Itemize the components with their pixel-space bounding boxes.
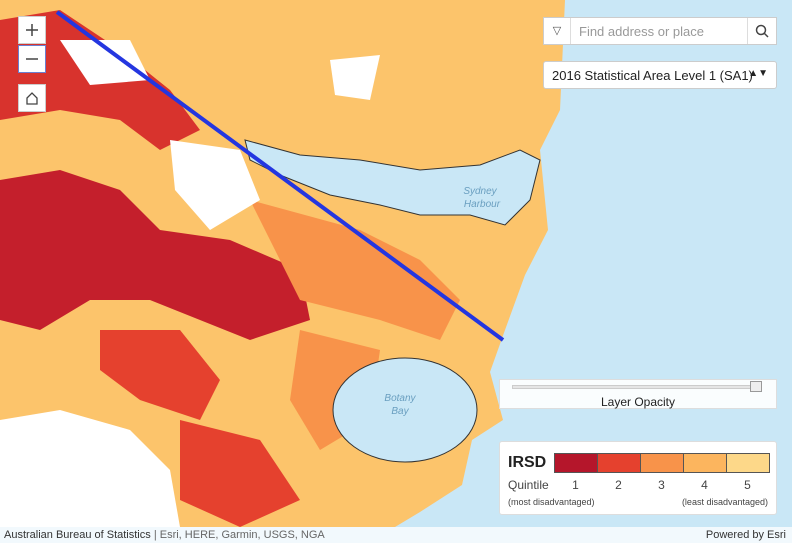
minus-icon — [26, 58, 38, 60]
opacity-track[interactable] — [512, 385, 762, 389]
orange-region — [180, 420, 300, 527]
legend: IRSD Quintile 1 2 3 4 5 (most disadvantaged)… — [499, 441, 777, 515]
search-button[interactable] — [747, 18, 776, 44]
legend-class-label: 5 — [744, 478, 751, 492]
legend-labels: 1 2 3 4 5 — [554, 478, 769, 492]
zoom-in[interactable] — [18, 16, 46, 44]
search-source-toggle[interactable]: ▽ — [544, 18, 571, 44]
map-label: Bay — [391, 406, 409, 417]
harbour — [244, 139, 541, 226]
map-label: Sydney — [463, 186, 497, 197]
legend-swatch — [598, 454, 641, 472]
legend-swatch — [641, 454, 684, 472]
legend-class-label: 3 — [658, 478, 665, 492]
attribution-source: Australian Bureau of Statistics — [4, 529, 151, 541]
search-box[interactable]: ▽ Find address or place — [543, 17, 777, 45]
legend-swatch — [727, 454, 769, 472]
legend-swatches — [554, 453, 770, 473]
attribution-bar: Australian Bureau of Statistics | Esri, … — [0, 527, 792, 543]
botany-bay — [332, 357, 478, 463]
home-icon — [26, 92, 38, 105]
orange-region — [250, 200, 460, 340]
legend-swatch — [555, 454, 598, 472]
legend-class-label: 2 — [615, 478, 622, 492]
opacity-panel: Layer Opacity — [499, 379, 777, 409]
plus-icon — [26, 24, 38, 36]
legend-class-label: 4 — [701, 478, 708, 492]
powered-by: Powered by Esri — [705, 529, 786, 541]
opacity-label: Layer Opacity — [600, 395, 676, 409]
map-label: Harbour — [464, 199, 501, 210]
layer-select-value: 2016 Statistical Area Level 1 (SA1) — [552, 68, 753, 83]
select-arrow: ▲▼ — [748, 68, 768, 79]
unmapped — [170, 140, 260, 230]
search-placeholder: Find address or place — [579, 23, 705, 39]
unmapped — [60, 40, 150, 85]
red-region — [0, 170, 310, 340]
map-label: Botany — [384, 393, 416, 404]
legend-subtitle: Quintile — [508, 478, 549, 492]
layer-select[interactable]: 2016 Statistical Area Level 1 (SA1) ▲▼ — [543, 61, 777, 89]
legend-high-note: (least disadvantaged) — [681, 497, 768, 507]
legend-class-label: 1 — [572, 478, 579, 492]
attribution-providers: | Esri, HERE, Garmin, USGS, NGA — [153, 529, 325, 541]
unmapped — [0, 410, 180, 527]
unmapped — [330, 55, 380, 100]
legend-low-note: (most disadvantaged) — [508, 497, 595, 507]
transect-line — [55, 10, 505, 342]
legend-swatch — [684, 454, 727, 472]
zoom-out[interactable] — [18, 45, 46, 73]
red-region — [100, 330, 220, 420]
legend-title: IRSD — [508, 454, 547, 471]
opacity-thumb[interactable] — [750, 381, 762, 392]
home-button[interactable] — [18, 84, 46, 112]
